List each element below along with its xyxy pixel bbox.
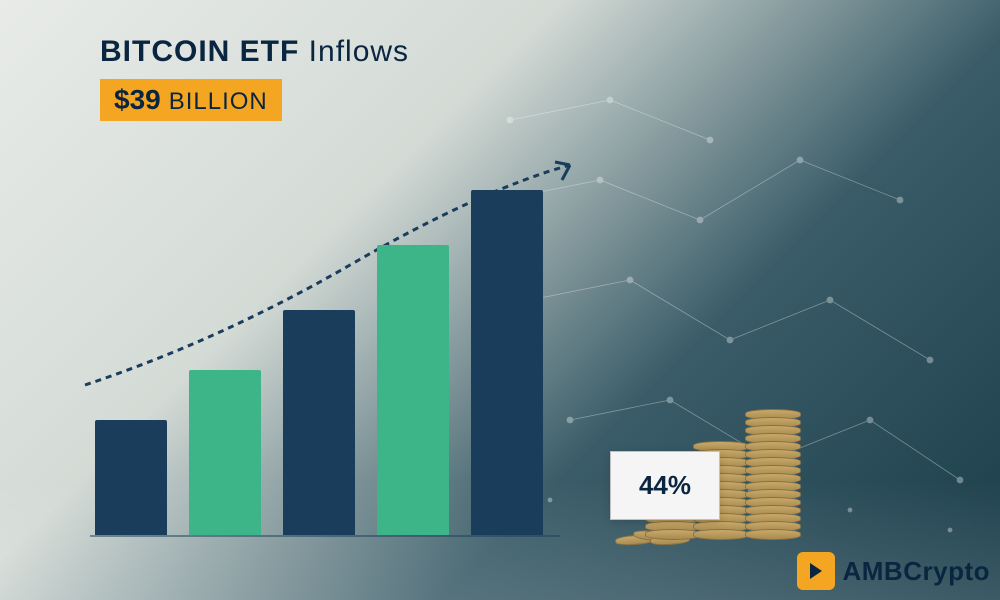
- chart-baseline: [90, 535, 560, 537]
- coin-stack-3: [745, 412, 801, 540]
- percent-badge: 44%: [610, 451, 720, 520]
- bars-row: [95, 190, 555, 535]
- bar-3: [283, 310, 355, 535]
- amount-value: $39: [114, 84, 161, 116]
- amount-badge: $39 BILLION: [100, 79, 282, 121]
- title-rest-part: Inflows: [309, 35, 409, 68]
- header-block: BITCOIN ETF Inflows $39 BILLION: [100, 35, 409, 121]
- bar-1: [95, 420, 167, 535]
- bar-4: [377, 245, 449, 535]
- bar-5: [471, 190, 543, 535]
- percent-value: 44%: [639, 470, 691, 500]
- brand-text: AMBCrypto: [843, 556, 991, 587]
- amount-unit: BILLION: [169, 88, 268, 116]
- title-bold-part: BITCOIN ETF: [100, 35, 299, 68]
- infographic-container: BITCOIN ETF Inflows $39 BILLION 44% AMBC…: [0, 0, 1000, 600]
- brand-icon: [797, 552, 835, 590]
- coin: [745, 529, 801, 540]
- brand-logo: AMBCrypto: [797, 552, 991, 590]
- bar-2: [189, 370, 261, 535]
- coin: [693, 529, 749, 540]
- main-title: BITCOIN ETF Inflows: [100, 35, 409, 69]
- bar-chart: [95, 155, 555, 535]
